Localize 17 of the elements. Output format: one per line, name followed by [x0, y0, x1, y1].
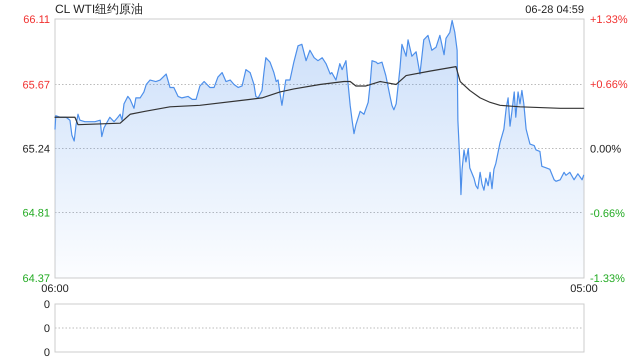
y-tick-label: 64.37 [22, 273, 50, 285]
y-tick-label: 0 [44, 347, 50, 359]
chart-subtitle: 06-28 04:59 [525, 4, 584, 16]
y-tick-label: 65.24 [22, 144, 50, 156]
y2-tick-label: -0.66% [590, 208, 626, 220]
y-tick-label: 66.11 [23, 14, 50, 26]
chart-title: CL WTI纽约原油 [55, 2, 144, 16]
y-tick-label: 0 [44, 323, 50, 335]
y-tick-label: 65.67 [22, 79, 50, 92]
x-tick-label: 05:00 [570, 283, 598, 295]
x-tick-label: 06:00 [41, 283, 69, 295]
y2-tick-label: -1.33% [590, 273, 626, 285]
y2-tick-label: 0.00% [590, 144, 622, 156]
y-tick-label: 64.81 [22, 208, 50, 220]
y2-tick-label: +1.33% [590, 14, 628, 26]
y-tick-label: 0 [44, 299, 50, 311]
y2-tick-label: +0.66% [590, 79, 628, 92]
